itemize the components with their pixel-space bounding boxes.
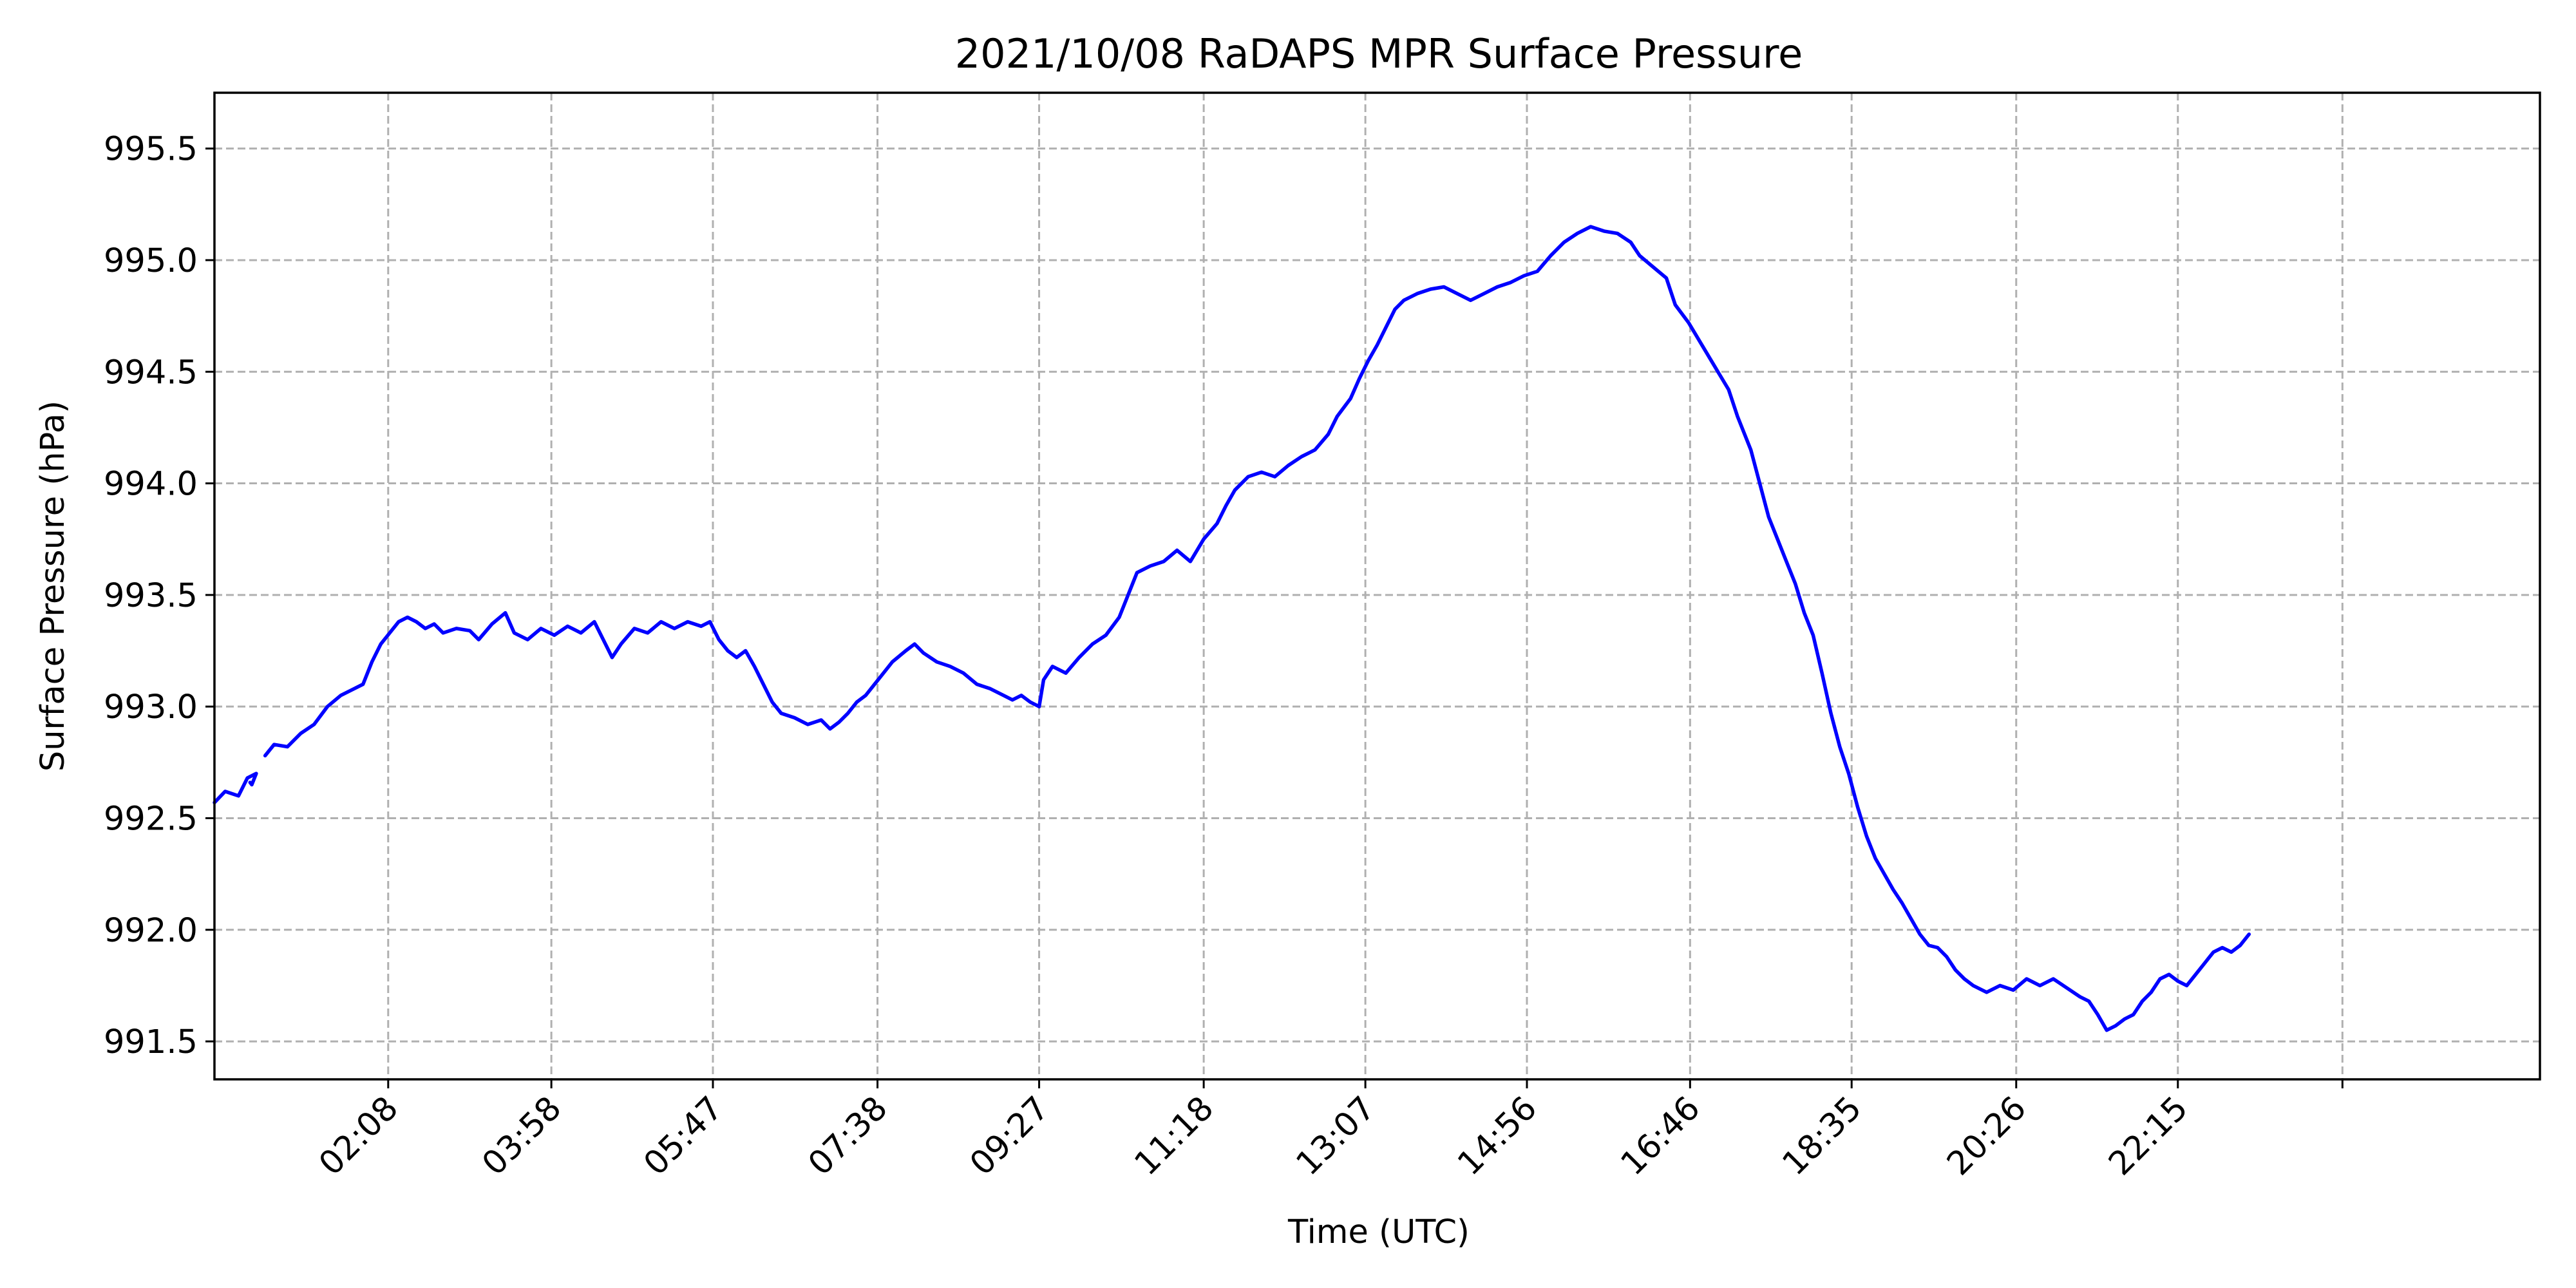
plot-frame [213,91,2541,1081]
y-tick-label: 995.0 [104,242,198,280]
y-tick-label: 992.0 [104,912,198,950]
series-layer [213,225,2251,1032]
y-axis: 991.5 992.0 992.5 993.0 993.5 994.0 994.5 995.0… [104,131,214,1061]
y-axis-label: Surface Pressure (hPa) [34,401,72,772]
grid [214,93,2540,1079]
y-tick-label: 994.5 [104,354,198,392]
chart-title: 2021/10/08 RaDAPS MPR Surface Pressure [955,30,1803,77]
y-tick-label: 993.5 [104,577,198,615]
y-tick-label: 991.5 [104,1023,198,1061]
y-tick-label: 995.5 [104,131,198,169]
y-tick-label: 994.0 [104,466,198,504]
series-line [263,225,2251,1032]
x-axis-label: Time (UTC) [1287,1213,1470,1251]
series-line [213,772,258,804]
y-tick-label: 993.0 [104,688,198,726]
y-tick-label: 992.5 [104,800,198,838]
